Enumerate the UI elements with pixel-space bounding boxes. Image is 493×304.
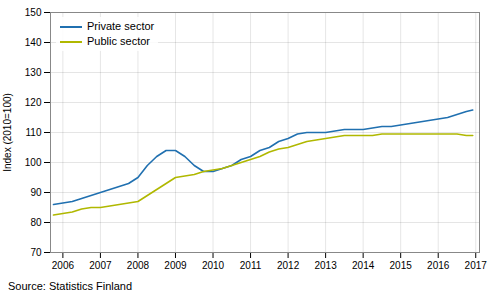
svg-text:150: 150 xyxy=(25,7,42,18)
svg-text:2009: 2009 xyxy=(164,260,187,271)
svg-text:140: 140 xyxy=(25,37,42,48)
svg-text:2015: 2015 xyxy=(390,260,413,271)
svg-text:80: 80 xyxy=(30,217,42,228)
svg-text:2016: 2016 xyxy=(427,260,450,271)
svg-text:2006: 2006 xyxy=(52,260,75,271)
svg-text:130: 130 xyxy=(25,67,42,78)
svg-text:110: 110 xyxy=(26,127,42,138)
svg-text:2008: 2008 xyxy=(127,260,150,271)
svg-text:90: 90 xyxy=(30,187,42,198)
svg-text:2012: 2012 xyxy=(277,260,300,271)
svg-text:100: 100 xyxy=(25,157,42,168)
svg-text:2011: 2011 xyxy=(240,260,262,271)
svg-text:70: 70 xyxy=(30,247,42,258)
svg-text:2013: 2013 xyxy=(314,260,337,271)
html-text:Public sector: Public sector xyxy=(87,35,150,47)
svg-text:Index (2010=100): Index (2010=100) xyxy=(2,93,13,172)
html-text:Private sector: Private sector xyxy=(87,20,155,32)
svg-text:2017: 2017 xyxy=(465,260,488,271)
svg-text:2014: 2014 xyxy=(352,260,375,271)
svg-text:2010: 2010 xyxy=(202,260,225,271)
svg-text:2007: 2007 xyxy=(89,260,112,271)
html-text:Source: Statistics Finland: Source: Statistics Finland xyxy=(8,280,133,292)
svg-text:120: 120 xyxy=(25,97,42,108)
